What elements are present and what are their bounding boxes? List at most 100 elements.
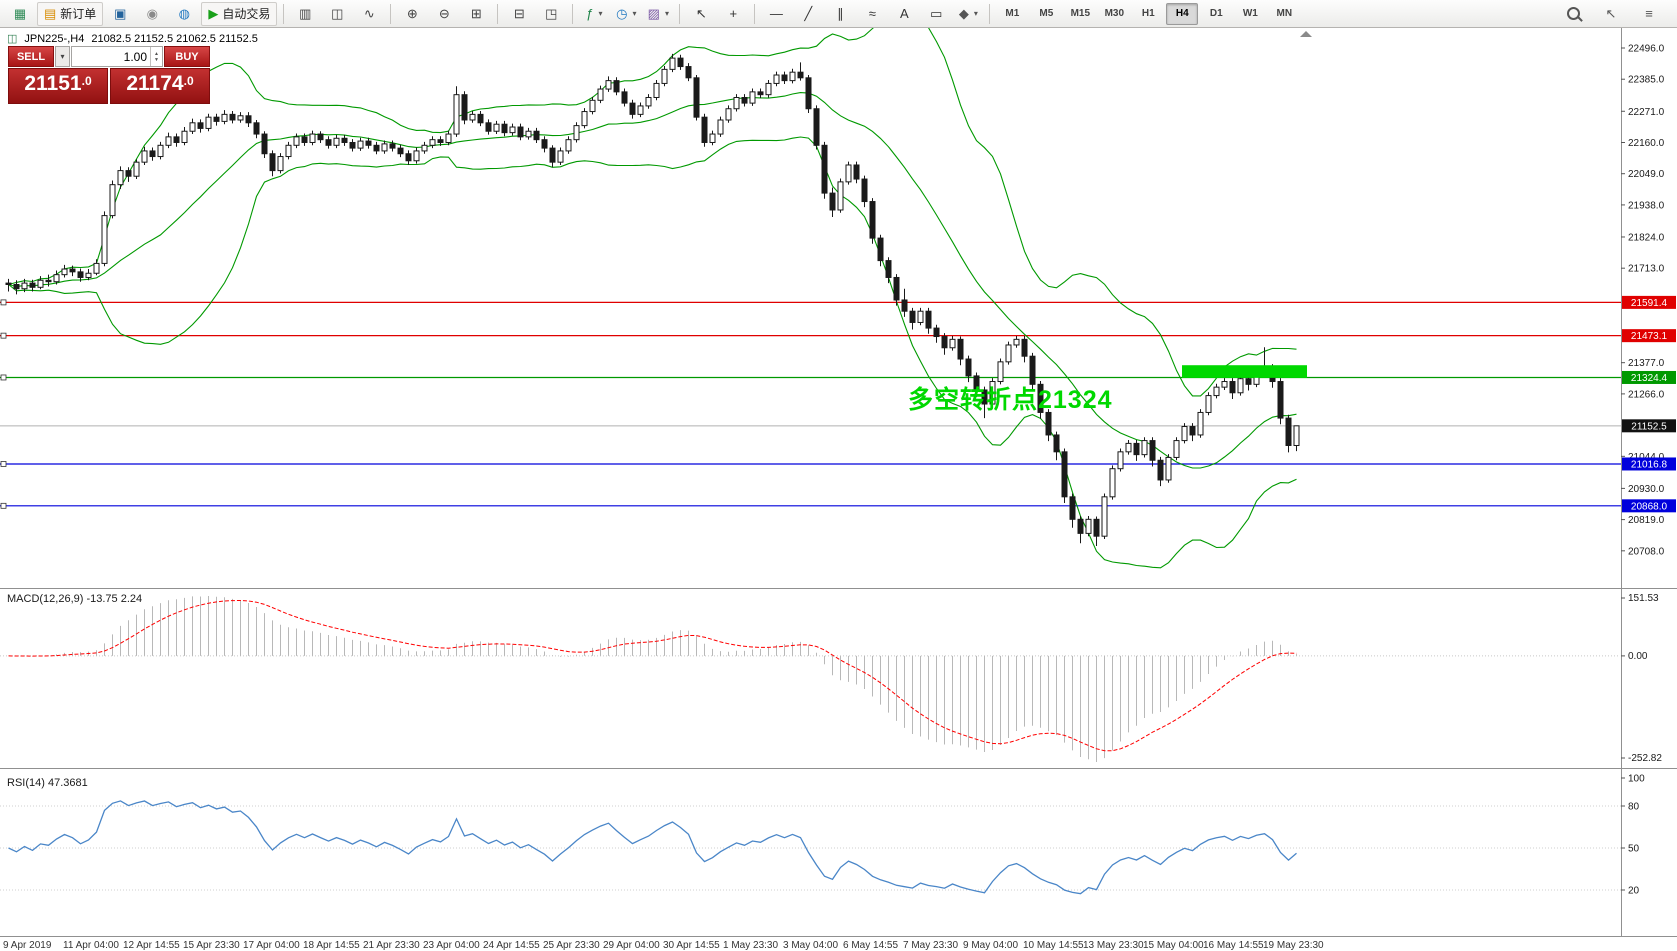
zoom-out-button[interactable]: ⊖ — [429, 2, 459, 26]
timeframe-m1-button[interactable]: M1 — [1005, 8, 1020, 19]
chart-canvas[interactable]: 22496.0 22385.0 22271.0 22160.0 22049.0 21938… — [0, 28, 1677, 951]
macd-axis-label: 0.00 — [1628, 651, 1648, 662]
label-tool-button[interactable]: ▭ — [921, 2, 951, 26]
rsi-axis-label: 100 — [1628, 774, 1645, 785]
indicators-button[interactable]: ƒ ▾ — [579, 2, 609, 26]
chevron-down-icon[interactable]: ▾ — [632, 9, 637, 18]
autotrade-button[interactable]: ▶ 自动交易 — [201, 1, 278, 26]
hline-anchor[interactable] — [0, 299, 7, 306]
time-axis-label: 1 May 23:30 — [723, 940, 778, 951]
crosshair-button[interactable]: + — [718, 2, 748, 26]
templates-button[interactable]: ▨ ▾ — [643, 2, 673, 26]
channel-tool-button[interactable]: ∥ — [825, 2, 855, 26]
toolbar-separator — [572, 3, 574, 24]
timeframe-m30-button[interactable]: M30 — [1104, 8, 1125, 19]
time-axis-label: 25 Apr 23:30 — [543, 940, 600, 951]
buy-button[interactable]: BUY — [164, 46, 210, 67]
hline-anchor[interactable] — [0, 374, 7, 381]
cursor-arrow-button[interactable]: ↖ — [1596, 2, 1626, 26]
timeframe-mn-button[interactable]: MN — [1276, 8, 1293, 19]
toolbar-separator — [390, 3, 392, 24]
price-axis[interactable]: 22496.0 22385.0 22271.0 22160.0 22049.0 21938… — [1621, 43, 1676, 557]
tile-windows-button[interactable]: ⊞ — [461, 2, 491, 26]
time-axis-label: 12 Apr 14:55 — [123, 940, 180, 951]
toolbar-right-group: ↖ ≡ — [1558, 2, 1672, 26]
chart-ohlc-values: 21082.5 21152.5 21062.5 21152.5 — [91, 32, 258, 45]
bollinger-bands — [8, 28, 1297, 569]
new-order-button[interactable]: ▤ 新订单 — [37, 1, 104, 26]
trendline-tool-button[interactable]: ╱ — [793, 2, 823, 26]
hline-anchor[interactable] — [0, 332, 7, 339]
search-button[interactable] — [1558, 2, 1588, 26]
time-axis-label: 6 May 14:55 — [843, 940, 898, 951]
main-price-panel — [0, 28, 1621, 569]
zoom-in-button[interactable]: ⊕ — [397, 2, 427, 26]
highlight-rectangle-object[interactable] — [1182, 365, 1307, 378]
text-tool-icon: A — [899, 6, 909, 21]
chevron-down-icon[interactable]: ▾ — [973, 9, 978, 18]
line-chart-button[interactable]: ∿ — [354, 2, 384, 26]
menu-button[interactable]: ≡ — [1634, 2, 1664, 26]
text-tool-button[interactable]: A — [889, 2, 919, 26]
time-axis-label: 7 May 23:30 — [903, 940, 958, 951]
sell-button[interactable]: SELL — [8, 46, 54, 67]
chart-doc-button[interactable]: ▦ — [5, 2, 35, 26]
buy-price-main: 21174 — [126, 72, 184, 95]
chart-header: ◫ JPN225-,H4 21082.5 21152.5 21062.5 211… — [7, 32, 258, 46]
volume-input[interactable]: 1.00 ▲ ▼ — [71, 46, 163, 67]
cursor-icon: ↖ — [695, 6, 707, 21]
spinner-down-icon[interactable]: ▼ — [154, 56, 159, 63]
arrange-windows-icon: ⊟ — [513, 6, 525, 21]
hline-tool-button[interactable]: ― — [761, 2, 791, 26]
hline-anchor[interactable] — [0, 502, 7, 509]
volume-spinner[interactable]: ▲ ▼ — [150, 47, 162, 66]
spinner-up-icon[interactable]: ▲ — [154, 50, 159, 57]
rsi-axis-label: 20 — [1628, 886, 1640, 897]
timeframe-m5-button[interactable]: M5 — [1039, 8, 1054, 19]
panel-frame — [0, 28, 1677, 937]
chart-annotation-text[interactable]: 多空转折点21324 — [908, 386, 1113, 414]
hline-badge — [1622, 457, 1676, 471]
bar-chart-button[interactable]: ▥ — [290, 2, 320, 26]
arrange-windows-button[interactable]: ⊟ — [504, 2, 534, 26]
timeframe-m15-button[interactable]: M15 — [1070, 8, 1091, 19]
timeframe-h1-button[interactable]: H1 — [1141, 8, 1155, 19]
cursor-button[interactable]: ↖ — [686, 2, 716, 26]
volume-dropdown[interactable]: ▾ — [55, 46, 70, 67]
macd-axis[interactable]: 151.53 0.00 -252.82 — [1621, 593, 1662, 764]
hline-anchor[interactable] — [0, 461, 7, 467]
chevron-down-icon[interactable]: ▾ — [598, 9, 603, 18]
hline-badge-label: 21016.8 — [1631, 459, 1668, 470]
hline-badge — [1622, 295, 1676, 309]
charts-button[interactable]: ▣ — [105, 2, 135, 26]
timeframe-h4-button[interactable]: H4 — [1166, 2, 1199, 25]
hline-badge-label: 20868.0 — [1631, 501, 1668, 512]
line-chart-icon: ∿ — [363, 6, 375, 21]
chart-symbol-period: JPN225-,H4 — [24, 32, 85, 45]
time-axis-label: 23 Apr 04:00 — [423, 940, 480, 951]
periods-button[interactable]: ◷ ▾ — [611, 2, 641, 26]
price-axis-label: 20930.0 — [1628, 484, 1665, 495]
time-axis[interactable]: 9 Apr 2019 11 Apr 04:00 12 Apr 14:55 15 Apr… — [3, 940, 1324, 951]
timeframe-w1-button[interactable]: W1 — [1242, 8, 1258, 19]
chevron-down-icon: ▾ — [60, 52, 65, 61]
horizontal-line-objects[interactable] — [0, 299, 1621, 509]
rsi-axis[interactable]: 100 80 50 20 — [1621, 774, 1645, 897]
profile-button[interactable]: ◉ — [137, 2, 167, 26]
sell-price-display[interactable]: 21151 .0 — [8, 68, 108, 104]
chevron-down-icon[interactable]: ▾ — [664, 9, 669, 18]
search-icon — [1566, 7, 1580, 20]
candle-chart-button[interactable]: ◫ — [322, 2, 352, 26]
timeframe-d1-button[interactable]: D1 — [1209, 8, 1223, 19]
autotrade-icon: ▶ — [208, 6, 219, 21]
buy-price-display[interactable]: 21174 .0 — [110, 68, 210, 104]
periods-icon: ◷ — [616, 6, 628, 21]
scroll-marker-icon[interactable] — [1300, 31, 1312, 37]
hline-badge-label: 21473.1 — [1631, 331, 1668, 342]
volume-value[interactable]: 1.00 — [123, 50, 147, 64]
sell-price-pips: .0 — [81, 74, 92, 88]
cascade-windows-button[interactable]: ◳ — [536, 2, 566, 26]
shapes-tool-button[interactable]: ◆ ▾ — [953, 2, 983, 26]
community-button[interactable]: ◍ — [169, 2, 199, 26]
fibonacci-tool-button[interactable]: ≈ — [857, 2, 887, 26]
